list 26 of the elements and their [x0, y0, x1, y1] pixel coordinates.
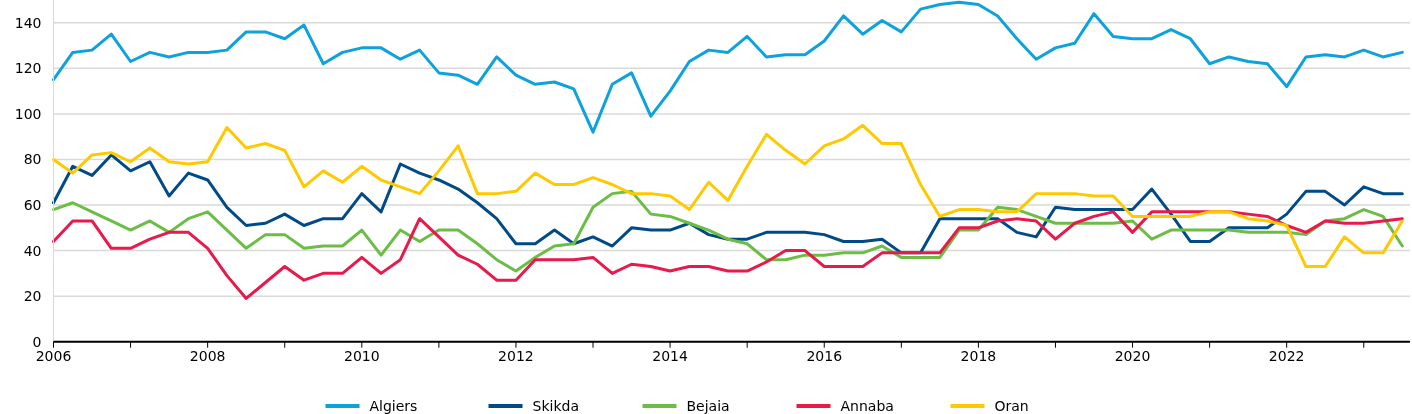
y-tick-label: 120: [14, 60, 42, 77]
x-tick-label: 2018: [960, 347, 997, 364]
line-series: [52, 210, 1404, 300]
x-tick-label: 2016: [806, 347, 843, 364]
y-tick-label: 40: [23, 242, 42, 259]
x-tick-label: 2010: [343, 347, 380, 364]
legend-label: Skikda: [532, 398, 579, 414]
y-tick-label: 140: [14, 14, 42, 31]
legend-label: Bejaia: [686, 398, 730, 414]
x-tick-label: 2014: [652, 347, 688, 364]
legend-label: Annaba: [840, 398, 894, 414]
x-tick-label: 2012: [498, 347, 534, 364]
line-series: [52, 123, 1404, 269]
x-tick-label: 2006: [35, 347, 72, 364]
x-tick-label: 2020: [1114, 347, 1151, 364]
line-series: [52, 0, 1404, 134]
line-series: [52, 189, 1404, 273]
legend-label: Algiers: [369, 398, 418, 414]
y-tick-label: 20: [23, 288, 42, 305]
y-tick-label: 60: [23, 197, 42, 214]
x-tick-label: 2022: [1268, 347, 1305, 364]
x-tick-label: 2008: [189, 347, 226, 364]
y-tick-label: 100: [14, 105, 42, 122]
y-tick-label: 0: [32, 333, 42, 350]
legend-label: Oran: [994, 398, 1029, 414]
y-tick-label: 80: [23, 151, 42, 168]
